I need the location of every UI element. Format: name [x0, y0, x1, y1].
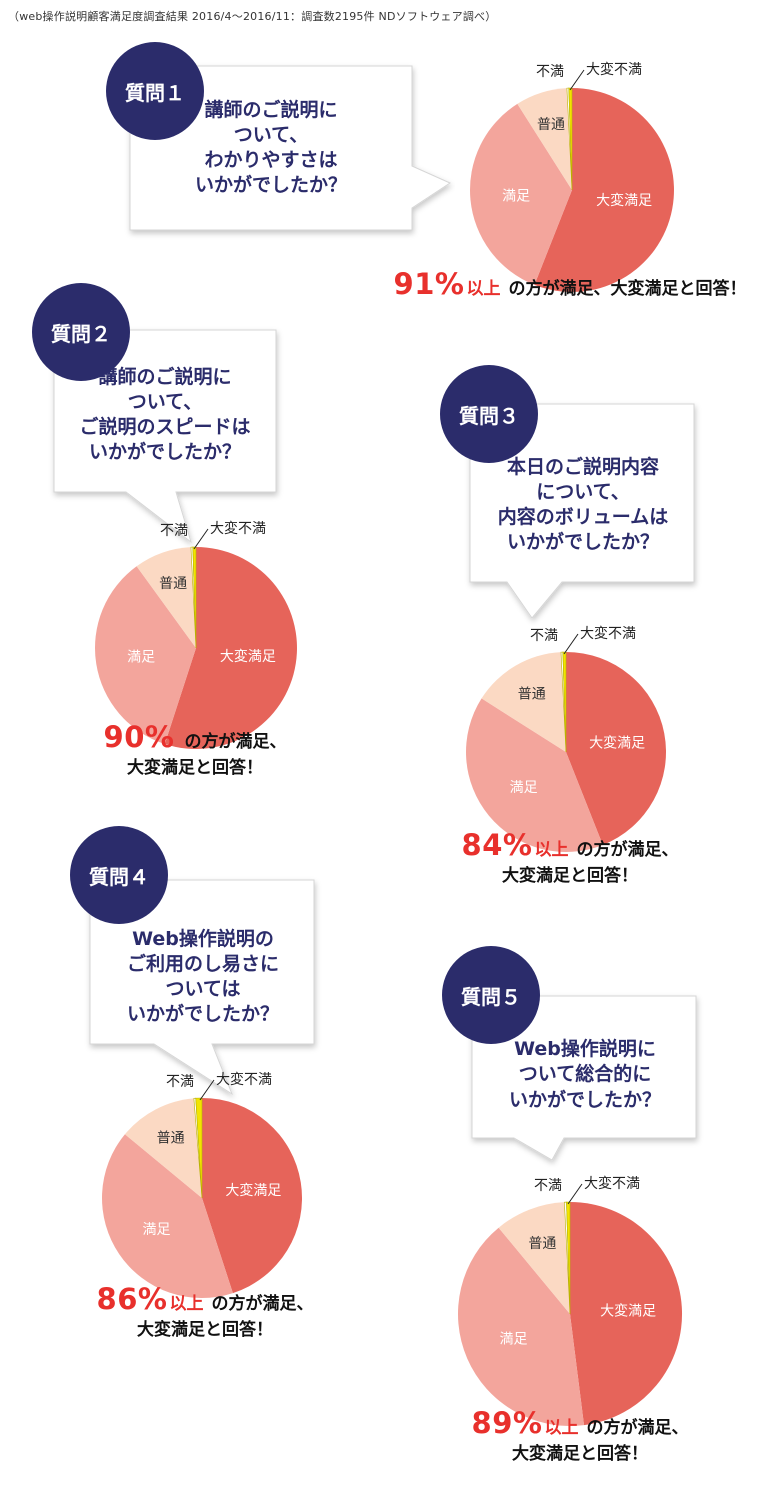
result-line2-4: 大変満足と回答！ [137, 1320, 273, 1341]
result-suffix-3: 以上 [534, 840, 569, 860]
question-text-3: 本日のご説明内容 について、 内容のボリュームは いかがでしたか？ [497, 455, 669, 554]
pie4-leader-line [199, 1079, 215, 1101]
pie4-slice-neutral [124, 1098, 202, 1198]
pie5-label-very-satisfied: 大変満足 [600, 1302, 656, 1319]
result-text-1: 91% 以上 の方が満足、大変満足と回答！ [380, 265, 760, 304]
pie2-slice-very-satisfied [164, 547, 297, 749]
pie2-slice-satisfied [94, 566, 196, 745]
pie3-label-very-satisfied: 大変満足 [589, 734, 645, 751]
result-percent-5: 89% [471, 1406, 543, 1440]
result-text-4: 86% 以上 の方が満足、 大変満足と回答！ [60, 1280, 350, 1342]
pie2-label-neutral: 普通 [159, 576, 187, 592]
pie5-label-very-dissatisfied: 大変不満 [584, 1175, 640, 1192]
question-badge-4: 質問４ [70, 826, 168, 924]
pie3-label-very-dissatisfied: 大変不満 [580, 625, 636, 642]
pie4-label-very-dissatisfied: 大変不満 [216, 1071, 272, 1088]
pie3-label-neutral: 普通 [518, 686, 546, 702]
question-badge-1: 質問１ [106, 42, 204, 140]
result-line1-4: の方が満足、 [211, 1294, 314, 1314]
question-badge-2: 質問２ [32, 283, 130, 381]
survey-caption: （web操作説明顧客満足度調査結果 2016/4〜2016/11：調査数2195… [8, 10, 497, 23]
result-line2-3: 大変満足と回答！ [502, 866, 638, 887]
result-line1-1: の方が満足、大変満足と回答！ [508, 279, 747, 299]
speech-bubble-4 [89, 879, 315, 1096]
question-badge-5: 質問５ [442, 946, 540, 1044]
pie1-label-very-dissatisfied: 大変不満 [586, 61, 642, 78]
pie1-slice-neutral [517, 88, 572, 190]
pie4-label-very-satisfied: 大変満足 [225, 1182, 281, 1199]
pie-chart-2: 大変満足 満足 普通 不満 大変不満 [94, 520, 297, 749]
pie1-leader-line [569, 69, 585, 91]
pie2-label-dissatisfied: 不満 [160, 523, 188, 539]
pie1-slice-very-satisfied [534, 88, 674, 292]
pie5-slice-neutral [498, 1202, 570, 1314]
pie4-label-dissatisfied: 不満 [166, 1074, 194, 1090]
pie5-label-dissatisfied: 不満 [534, 1178, 562, 1194]
pie1-slice-satisfied [470, 103, 572, 285]
result-suffix-4: 以上 [169, 1294, 204, 1314]
question-badge-3: 質問３ [440, 365, 538, 463]
pie4-slice-satisfied [102, 1134, 233, 1299]
result-text-5: 89% 以上 の方が満足、 大変満足と回答！ [420, 1404, 740, 1466]
result-line1-2: の方が満足、 [184, 732, 287, 752]
pie1-label-very-satisfied: 大変満足 [596, 192, 652, 209]
result-percent-4: 86% [96, 1282, 168, 1316]
pie3-label-satisfied: 満足 [510, 780, 538, 796]
pie1-label-neutral: 普通 [537, 117, 565, 133]
pie3-slice-very-satisfied [566, 652, 667, 845]
pie4-label-neutral: 普通 [157, 1131, 185, 1147]
question-text-5: Web操作説明に ついて総合的に いかがでしたか？ [508, 1038, 661, 1111]
pie4-label-satisfied: 満足 [143, 1222, 171, 1238]
pie3-label-dissatisfied: 不満 [530, 628, 558, 644]
pie5-slice-very-satisfied [570, 1202, 683, 1426]
pie5-label-satisfied: 満足 [500, 1332, 528, 1348]
result-text-2: 90% の方が満足、 大変満足と回答！ [50, 718, 340, 780]
pie2-leader-line [193, 528, 209, 550]
question-text-1: 講師のご説明に ついて、 わかりやすさは いかがでしたか？ [194, 98, 347, 197]
pie-chart-1: 大変満足 満足 普通 不満 大変不満 [470, 61, 674, 292]
result-percent-3: 84% [461, 828, 533, 862]
result-suffix-1: 以上 [466, 279, 501, 299]
speech-bubble-5 [471, 995, 697, 1161]
pie1-label-dissatisfied: 不満 [536, 64, 564, 80]
result-suffix-5: 以上 [544, 1418, 579, 1438]
pie3-slice-satisfied [466, 698, 603, 852]
pie5-label-neutral: 普通 [528, 1236, 556, 1252]
pie1-label-satisfied: 満足 [502, 188, 530, 204]
result-percent-2: 90% [103, 720, 175, 754]
pie5-slice-satisfied [457, 1227, 585, 1427]
result-line2-5: 大変満足と回答！ [512, 1444, 648, 1465]
speech-bubble-3 [469, 403, 695, 619]
speech-bubble-2 [53, 329, 277, 544]
pie3-slice-neutral [481, 652, 566, 752]
result-text-3: 84% 以上 の方が満足、 大変満足と回答！ [420, 826, 720, 888]
result-line1-3: の方が満足、 [576, 840, 679, 860]
question-text-2: 講師のご説明に ついて、 ご説明のスピードは いかがでしたか？ [79, 365, 251, 464]
result-line2-2: 大変満足と回答！ [127, 758, 263, 779]
result-percent-1: 91% [393, 267, 465, 301]
pie2-slice-neutral [136, 547, 196, 648]
pie3-leader-line [563, 633, 579, 655]
pie2-label-very-satisfied: 大変満足 [220, 648, 276, 665]
pie2-label-very-dissatisfied: 大変不満 [210, 520, 266, 537]
pie2-label-satisfied: 満足 [127, 650, 155, 666]
pie4-slice-very-satisfied [202, 1098, 303, 1294]
pie5-leader-line [567, 1183, 583, 1205]
speech-bubble-1 [129, 65, 452, 231]
result-line1-5: の方が満足、 [586, 1418, 689, 1438]
question-text-4: Web操作説明の ご利用のし易さに ついては いかがでしたか？ [126, 927, 279, 1026]
